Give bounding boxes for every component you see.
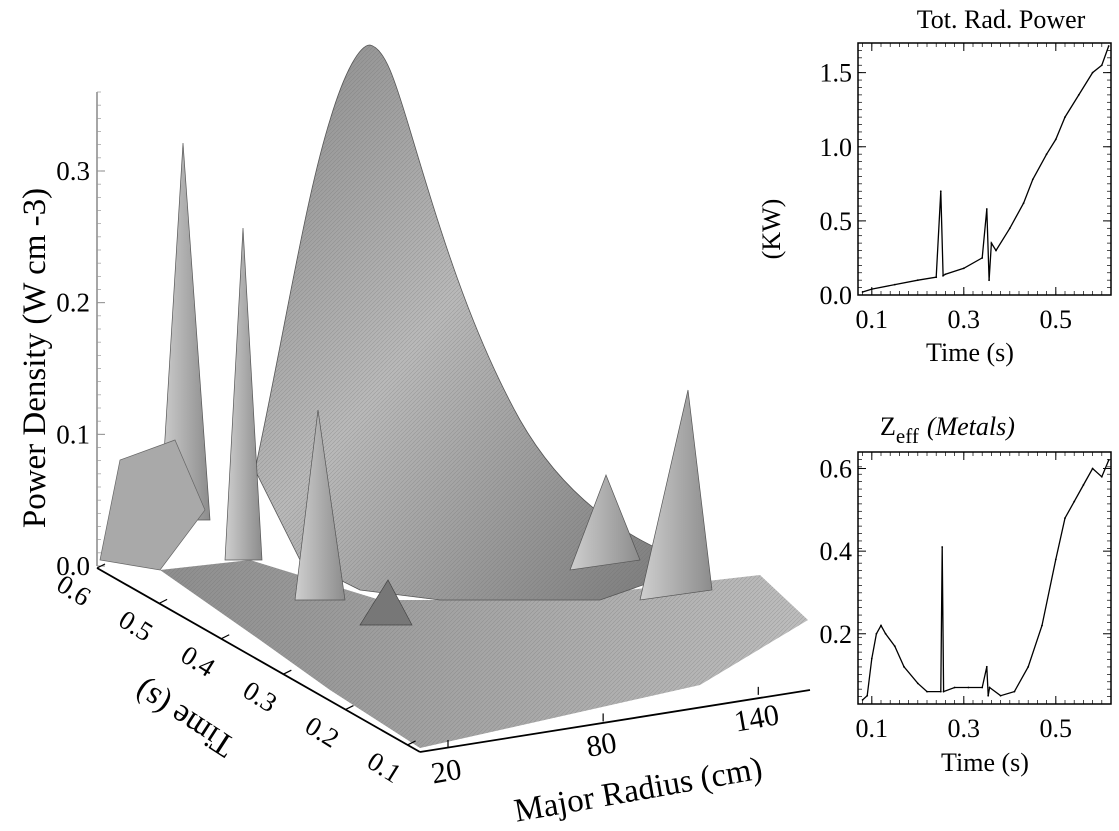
chart-title: Tot. Rad. Power xyxy=(917,5,1086,34)
time-tick-label: 0.1 xyxy=(362,746,407,789)
time-tick-mark xyxy=(345,705,354,711)
x-axis-label: Time (s) xyxy=(941,748,1029,777)
x-tick-label: 0.5 xyxy=(1040,714,1073,743)
z-tick-label: 0.0 xyxy=(56,551,90,581)
y-axis-label: (KW) xyxy=(757,199,786,260)
time-tick-mark xyxy=(220,634,230,640)
radius-tick-label: 20 xyxy=(429,753,464,791)
z-tick-label: 0.1 xyxy=(56,419,90,449)
plot-frame xyxy=(857,451,1112,705)
y-tick-label: 1.5 xyxy=(820,59,853,88)
surface-plot: 0.00.10.20.3 0.60.50.40.30.20.1 2080140 … xyxy=(17,44,811,830)
x-tick-label: 0.1 xyxy=(856,305,889,334)
time-tick-label: 0.3 xyxy=(238,675,283,718)
radius-axis-ticks: 20 80 140 xyxy=(429,686,782,791)
time-tick-label: 0.4 xyxy=(176,639,221,683)
time-axis-label: Time (s) xyxy=(128,673,241,764)
x-tick-label: 0.5 xyxy=(1040,305,1073,334)
time-tick-mark xyxy=(283,669,292,675)
time-tick-label: 0.5 xyxy=(114,604,159,647)
chart-title-note: (Metals) xyxy=(927,412,1015,441)
z-axis-label: Power Density (W cm -3) xyxy=(17,188,53,528)
time-tick-mark xyxy=(407,740,416,746)
time-tick-mark xyxy=(158,598,168,604)
radius-tick-label: 80 xyxy=(584,726,619,764)
x-tick-label: 0.3 xyxy=(948,305,981,334)
y-tick-label: 0.0 xyxy=(820,281,853,310)
surface-spike-3 xyxy=(294,409,346,601)
time-tick-label: 0.2 xyxy=(300,710,345,753)
y-tick-label: 0.4 xyxy=(820,537,853,566)
y-tick-label: 1.0 xyxy=(820,133,853,162)
surface-spike-5 xyxy=(569,474,641,571)
y-tick-label: 0.2 xyxy=(820,620,853,649)
radius-axis-label: Major Radius (cm) xyxy=(511,751,765,830)
chart-title-main: Z xyxy=(880,412,896,441)
series-line xyxy=(862,460,1110,701)
surface-floor-texture xyxy=(160,560,808,748)
surface-main-ridge-texture xyxy=(255,45,700,600)
zeff-chart: Zeff (Metals) 0.1 0.3 0.5 0.2 0.4 0.6 Time (s) xyxy=(820,412,1112,777)
z-tick-label: 0.3 xyxy=(56,156,90,186)
x-tick-label: 0.3 xyxy=(948,714,981,743)
chart-title-subscript: eff xyxy=(896,424,919,448)
chart-title: Zeff (Metals) xyxy=(880,412,1015,448)
z-axis-ticks: 0.0 0.1 0.2 0.3 xyxy=(56,91,105,581)
axis-ticks: 0.1 0.3 0.5 0.0 0.5 1.0 1.5 xyxy=(820,42,1111,334)
surface-spike-6 xyxy=(359,579,413,626)
x-axis-label: Time (s) xyxy=(926,338,1014,367)
series-line xyxy=(862,45,1110,293)
surface-left-flank xyxy=(99,439,206,571)
z-tick-label: 0.2 xyxy=(56,288,90,318)
surface-spike-2 xyxy=(224,227,263,561)
y-tick-label: 0.5 xyxy=(820,207,853,236)
radius-tick-label: 140 xyxy=(732,698,782,738)
time-axis-line xyxy=(96,567,421,753)
radius-axis-line xyxy=(419,689,811,753)
tot-rad-power-chart: Tot. Rad. Power 0.1 0.3 0.5 0.0 0.5 1.0 1.5 Ti… xyxy=(757,5,1112,367)
x-tick-label: 0.1 xyxy=(856,714,889,743)
surface-spike-4 xyxy=(639,389,713,601)
time-tick-mark xyxy=(96,563,106,569)
plot-frame xyxy=(857,42,1112,296)
y-tick-label: 0.6 xyxy=(820,455,853,484)
